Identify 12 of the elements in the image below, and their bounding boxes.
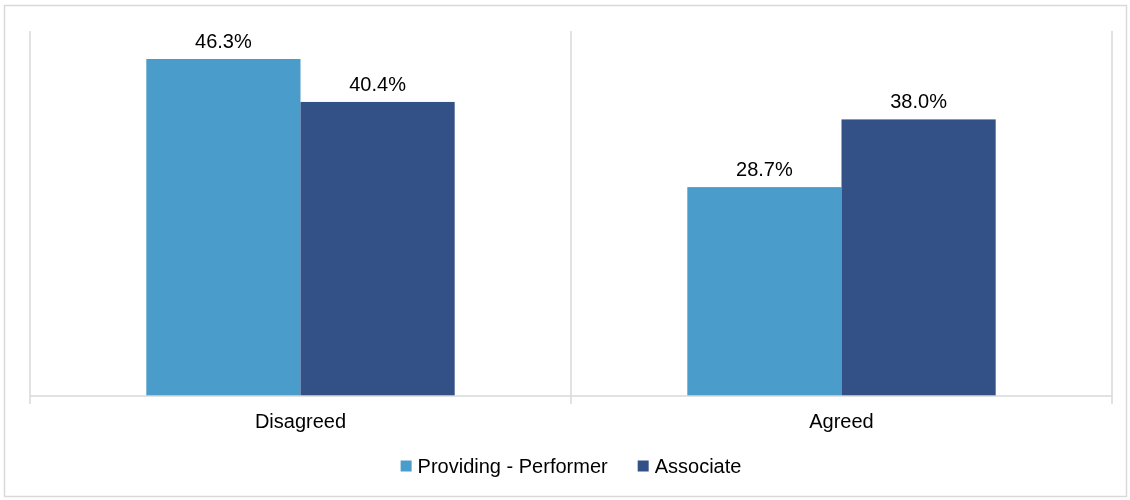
data-label: 38.0%	[890, 90, 948, 113]
legend-label: Associate	[654, 455, 742, 477]
legend-label: Providing - Performer	[417, 455, 609, 477]
data-label: 40.4%	[349, 72, 407, 95]
bar	[687, 187, 842, 396]
bar	[841, 119, 996, 396]
data-label: 28.7%	[736, 158, 793, 181]
x-tick-label: Disagreed	[254, 410, 347, 432]
bar	[300, 101, 455, 396]
data-label: 46.3%	[195, 30, 252, 52]
bar	[146, 59, 301, 396]
x-tick-label: Agreed	[809, 410, 874, 432]
